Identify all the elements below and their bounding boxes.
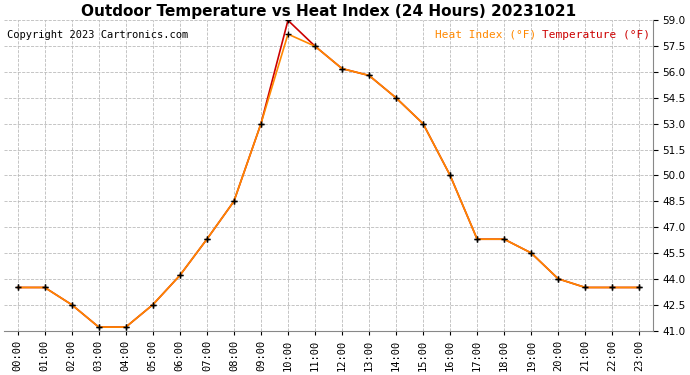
Title: Outdoor Temperature vs Heat Index (24 Hours) 20231021: Outdoor Temperature vs Heat Index (24 Ho… <box>81 4 576 19</box>
Text: Heat Index (°F): Heat Index (°F) <box>435 30 536 40</box>
Text: Copyright 2023 Cartronics.com: Copyright 2023 Cartronics.com <box>8 30 188 40</box>
Text: Temperature (°F): Temperature (°F) <box>542 30 649 40</box>
